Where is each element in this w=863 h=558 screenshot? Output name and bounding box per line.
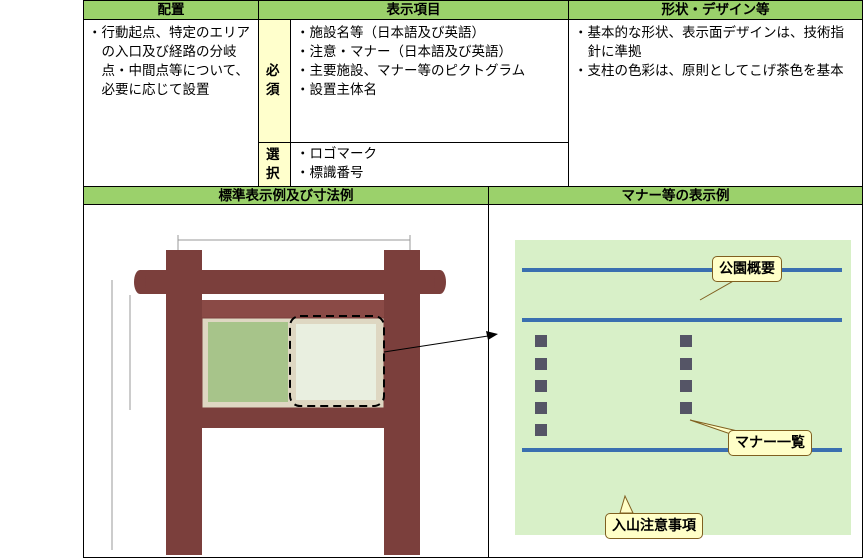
post: [166, 250, 202, 555]
callout: マナー一覧: [728, 430, 812, 456]
panel-rule: [522, 448, 842, 452]
list-item: ・標識番号: [296, 165, 364, 181]
header-cell: 配置: [83, 0, 259, 20]
header-cell: 表示項目: [258, 0, 569, 20]
cell: [488, 204, 863, 558]
callout: 入山注意事項: [605, 513, 703, 539]
panel-rule: [522, 318, 842, 322]
post: [384, 250, 420, 555]
beam-end: [434, 270, 446, 294]
list-item: ・注意・マナー（日本語及び英語）: [296, 44, 512, 60]
placement-text: ・行動起点、特定のエリアの入口及び経路の分岐点・中間点等について、必要に応じて設…: [88, 25, 250, 98]
panel-title: [202, 300, 384, 318]
lower-beam: [202, 408, 384, 428]
cell: [83, 204, 489, 558]
header-cell: 形状・デザイン等: [568, 0, 863, 20]
list-item: ・設置主体名: [296, 82, 377, 98]
header-cell: 標準表示例及び寸法例: [83, 186, 489, 205]
pictograms: [535, 335, 692, 436]
sign-drawing: [111, 235, 498, 555]
list-item: ・主要施設、マナー等のピクトグラム: [296, 63, 526, 79]
arrowhead: [486, 331, 498, 340]
optional-label: 選択: [266, 147, 280, 182]
beam-end: [134, 270, 146, 294]
panel-map: [208, 322, 288, 402]
list-item: ・施設名等（日本語及び英語）: [296, 25, 485, 41]
manner-panel: [515, 240, 851, 535]
list-item: ・ロゴマーク: [296, 146, 377, 162]
panel-text: [296, 324, 376, 400]
header-cell: マナー等の表示例: [488, 186, 863, 205]
optional-list: ・ロゴマーク ・標識番号: [296, 145, 564, 183]
required-list: ・施設名等（日本語及び英語） ・注意・マナー（日本語及び英語） ・主要施設、マナー等…: [296, 24, 564, 100]
list-item: ・基本的な形状、表示面デザインは、技術指針に準拠: [574, 25, 844, 60]
callout: 公園概要: [712, 256, 782, 282]
panel-rule: [522, 268, 842, 272]
list-item: ・支柱の色彩は、原則としてこげ茶色を基本: [574, 63, 844, 79]
required-label: 必須: [266, 63, 280, 98]
highlight: [289, 315, 385, 407]
arrow: [383, 335, 489, 353]
design-list: ・基本的な形状、表示面デザインは、技術指針に準拠・支柱の色彩は、原則としてこげ茶…: [574, 24, 856, 81]
